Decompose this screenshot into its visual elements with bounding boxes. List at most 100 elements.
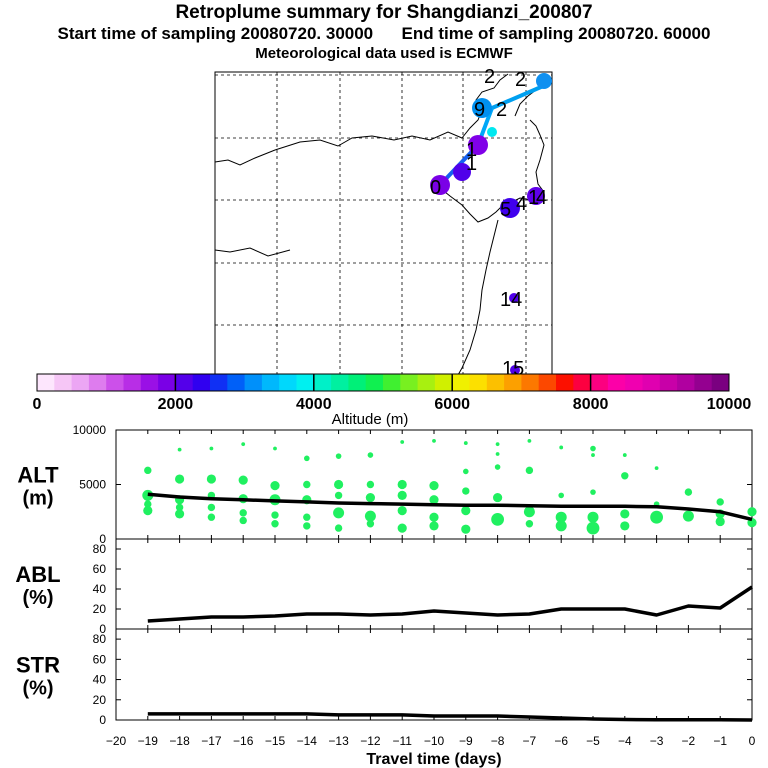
colorbar-swatch [694, 374, 713, 391]
map-day-label: 0 [430, 177, 441, 199]
y-tick-label: 60 [93, 562, 107, 576]
altitude-cluster-point [144, 466, 152, 475]
colorbar-swatch [573, 374, 591, 391]
x-tick-label: −17 [201, 734, 222, 748]
x-tick-label: −4 [618, 734, 632, 748]
altitude-cluster-point [558, 492, 564, 499]
colorbar-tick-label: 0 [33, 396, 42, 413]
altitude-cluster-point [622, 453, 627, 457]
cluster-dot [453, 163, 471, 181]
altitude-cluster-point [397, 479, 407, 490]
altitude-cluster-point [523, 506, 535, 518]
colorbar-swatch [642, 374, 661, 391]
altitude-cluster-point [429, 512, 439, 522]
altitude-cluster-point [591, 453, 595, 457]
altitude-cluster-point [491, 512, 504, 526]
panel-frame [115, 628, 753, 721]
cluster-dot [430, 175, 450, 195]
x-tick-label: −9 [459, 734, 473, 748]
x-tick-label: −10 [424, 734, 445, 748]
colorbar-swatch [711, 374, 730, 391]
map-day-label: 4 [516, 193, 527, 215]
altitude-cluster-point [715, 516, 725, 527]
x-tick-label: −5 [586, 734, 600, 748]
cluster-dot [468, 135, 488, 155]
colorbar-swatch [486, 374, 505, 391]
altitude-cluster-point [304, 455, 310, 462]
colorbar-swatch [123, 374, 142, 391]
coastline-south [457, 219, 499, 376]
map-day-label: 1 [528, 187, 539, 209]
x-tick-label: −19 [138, 734, 159, 748]
map-frame [214, 71, 553, 376]
altitude-cluster-point [241, 442, 246, 447]
altitude-cluster-point [366, 480, 375, 489]
altitude-cluster-point [271, 511, 279, 519]
altitude-cluster-point [175, 503, 184, 512]
altitude-cluster-point [461, 524, 471, 534]
colorbar-swatch [140, 374, 159, 391]
colorbar-frame [36, 373, 730, 392]
altitude-cluster-point [175, 474, 185, 484]
y-tick-label: 0 [99, 622, 106, 636]
series-line [147, 712, 753, 722]
start-time-label: Start time of sampling 20080720. 30000 [57, 24, 374, 43]
colorbar-swatch [365, 374, 384, 391]
time-series-panels: 0500010000ALT(m)020406080ABL(%)020406080… [15, 423, 757, 768]
series-line [147, 585, 753, 623]
panel-alt: 0 5000 10000 ALT(m) [17, 423, 757, 546]
colorbar-swatch [538, 374, 557, 391]
panel-ylabel-unit: (%) [22, 587, 53, 609]
altitude-cluster-point [397, 523, 407, 533]
altitude-cluster-point [239, 509, 247, 517]
cluster-dot [500, 198, 520, 218]
altitude-cluster-point [334, 524, 343, 532]
x-tick-label: −12 [360, 734, 381, 748]
panel-ylabel: ABL [15, 562, 60, 587]
panel-ylabel: ALT [17, 463, 59, 488]
altitude-cluster-point [335, 453, 342, 459]
colorbar-swatch [331, 374, 349, 391]
altitude-cluster-point [747, 507, 757, 517]
altitude-cluster-point [303, 522, 311, 530]
x-tick-label: −11 [392, 734, 412, 748]
panel-abl: 0 20 40 60 80 ABL(%) [15, 538, 753, 636]
border-line [214, 247, 291, 257]
y-tick-label: 40 [93, 582, 107, 596]
y-tick-label: 20 [93, 693, 107, 707]
cluster-dot [536, 73, 552, 89]
colorbar-swatch [400, 374, 418, 391]
altitude-cluster-point [366, 520, 375, 528]
colorbar-swatch [175, 374, 194, 391]
colorbar-swatch [296, 374, 315, 391]
altitude-cluster-point [527, 439, 532, 443]
x-tick-label: −18 [169, 734, 190, 748]
colorbar-swatch [244, 374, 263, 391]
colorbar-tick-label: 2000 [158, 396, 194, 413]
y-tick-label: 80 [93, 632, 107, 646]
altitude-cluster-point [620, 509, 630, 519]
altitude-cluster-point [429, 480, 439, 491]
x-tick-label: −20 [106, 734, 127, 748]
altitude-cluster-point [462, 487, 470, 495]
altitude-cluster-point [333, 507, 345, 519]
y-tick-label: 20 [93, 602, 107, 616]
met-data-label: Meteorological data used is ECMWF [255, 45, 513, 62]
x-tick-label: −2 [682, 734, 696, 748]
y-tick-label: 80 [93, 542, 107, 556]
end-time-label: End time of sampling 20080720. 60000 [401, 24, 711, 43]
altitude-cluster-point [555, 520, 567, 532]
altitude-cluster-point [144, 500, 152, 508]
altitude-cluster-point [209, 446, 214, 451]
altitude-cluster-point [367, 452, 374, 458]
altitude-cluster-point [238, 475, 248, 485]
altitude-cluster-point [207, 513, 216, 521]
colorbar-swatch [590, 374, 609, 391]
colorbar-swatch [158, 374, 176, 391]
y-tick-label: 40 [93, 673, 107, 687]
colorbar-swatch [37, 374, 55, 391]
colorbar-tick-label: 6000 [434, 396, 470, 413]
cluster-dot [472, 98, 492, 118]
